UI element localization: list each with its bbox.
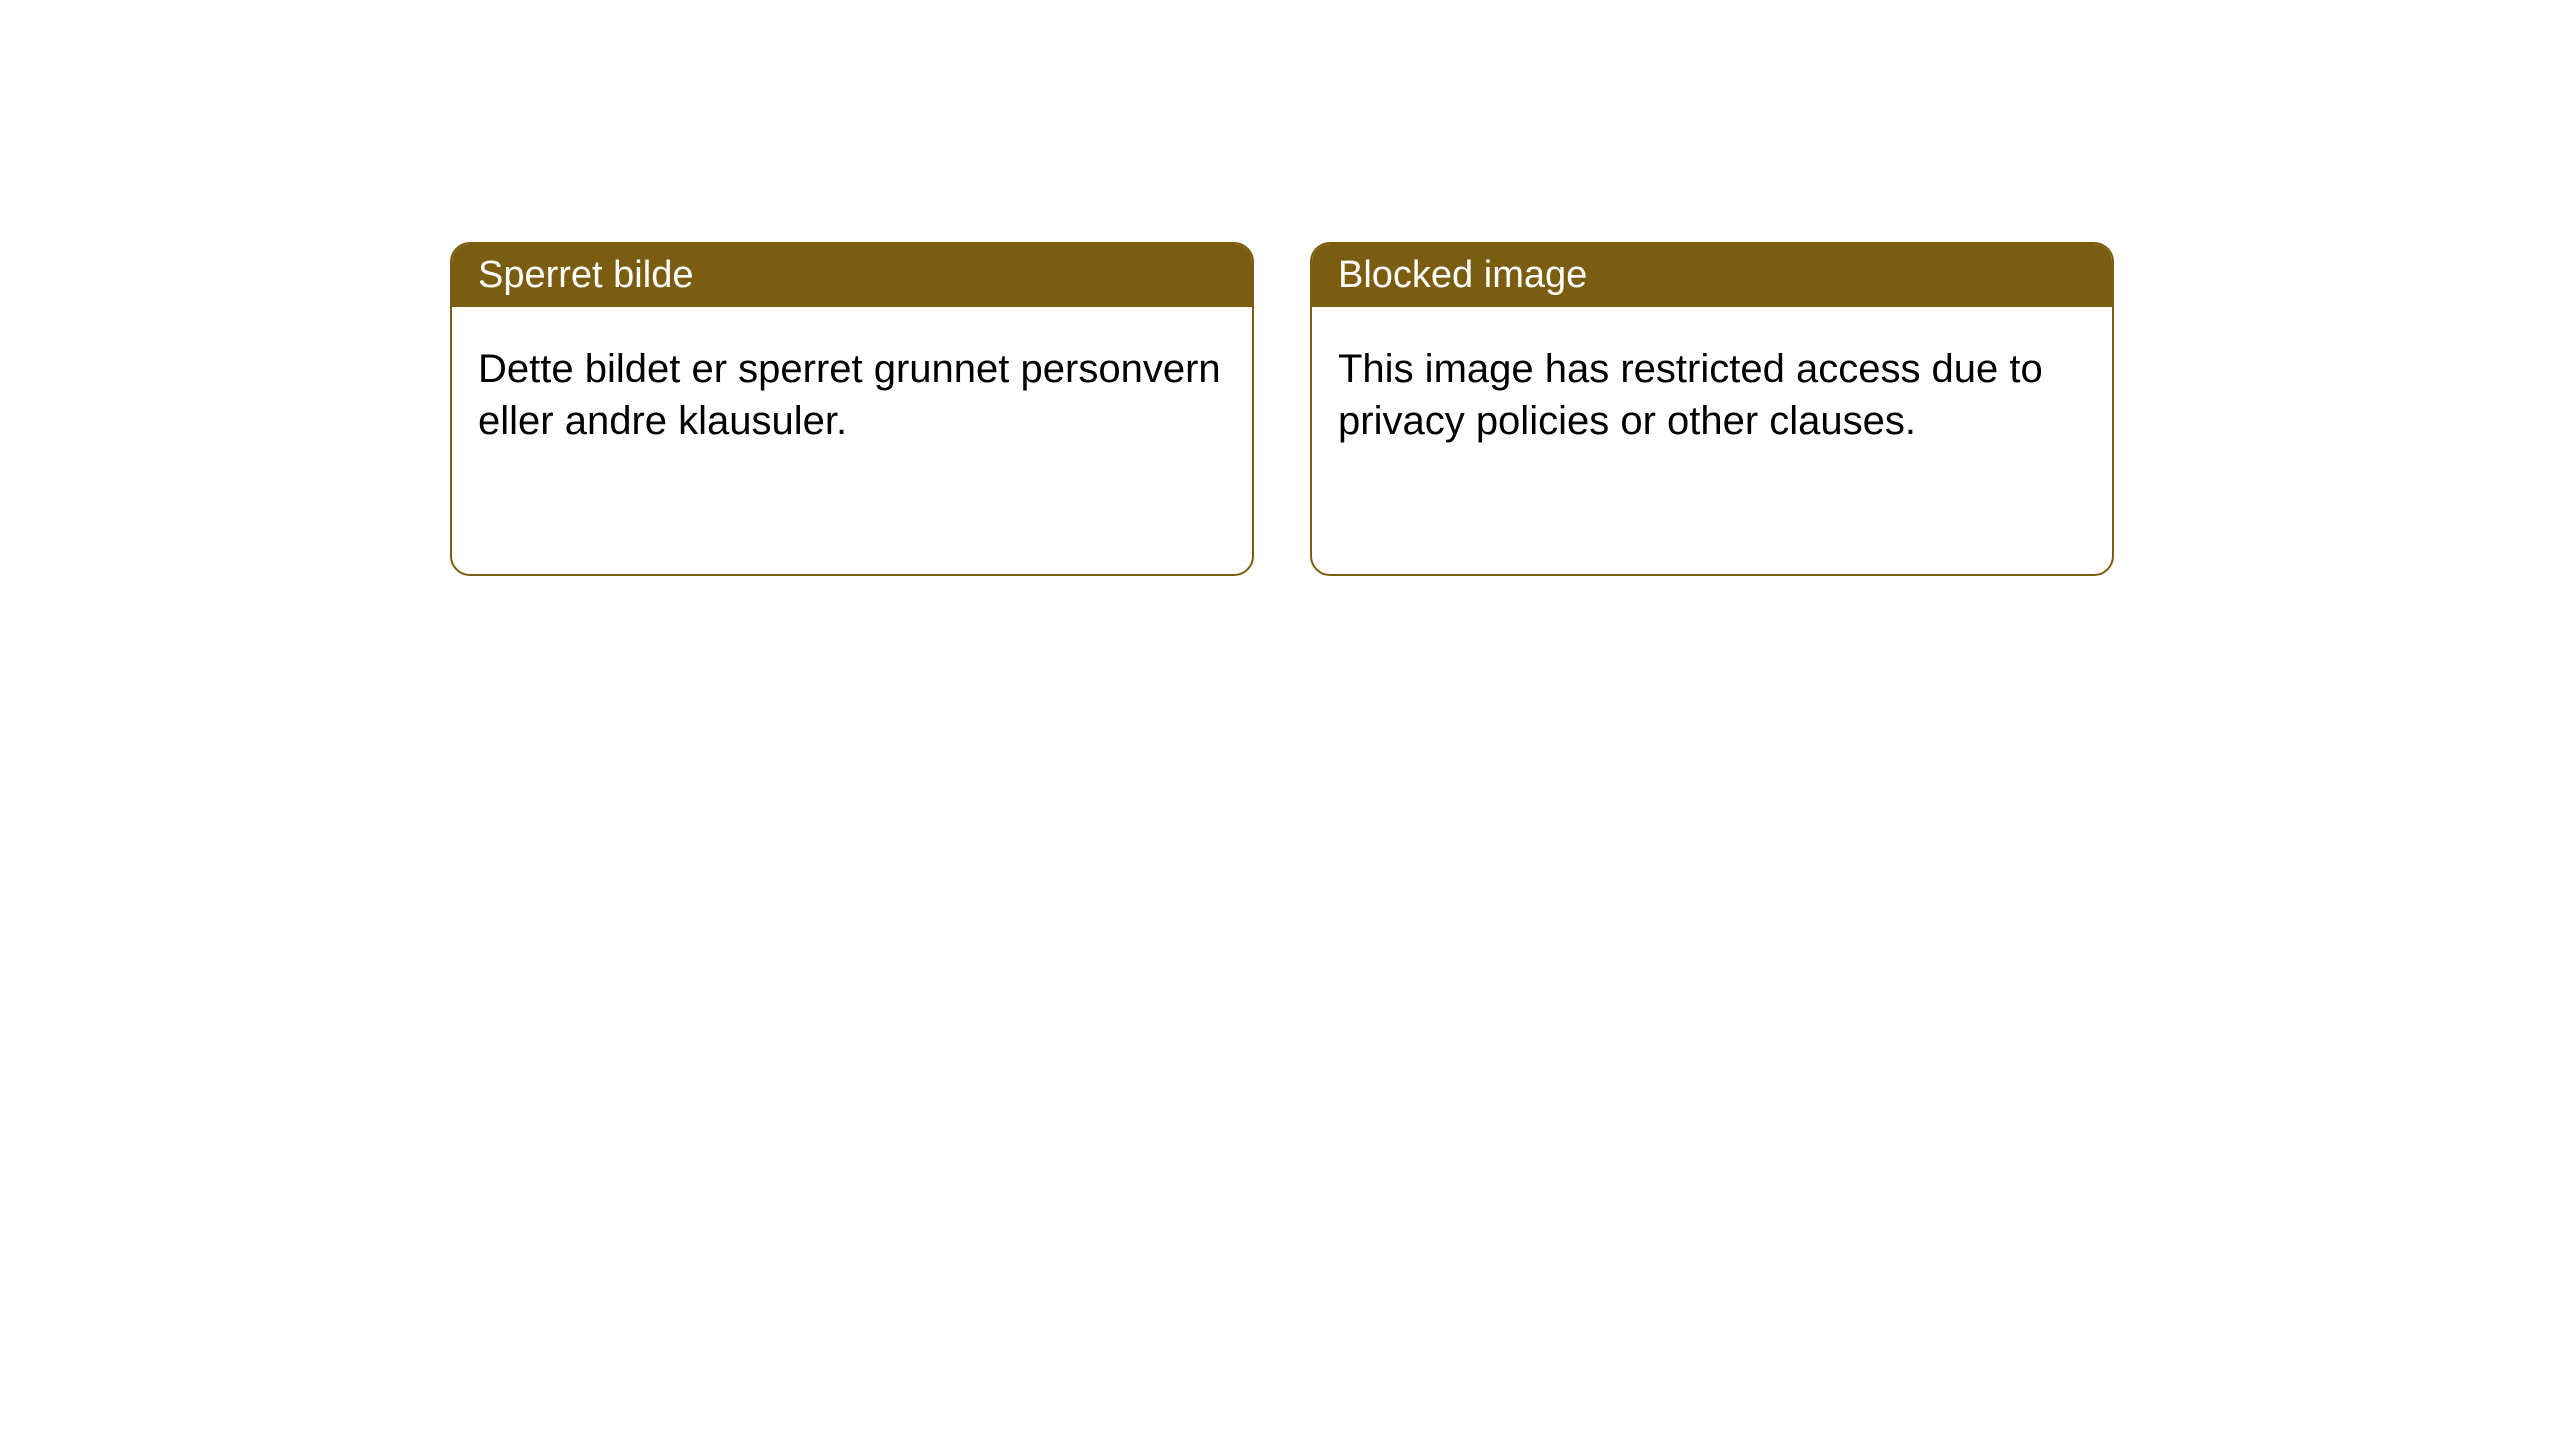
blocked-image-card-en: Blocked image This image has restricted … — [1310, 242, 2114, 576]
card-header: Blocked image — [1312, 244, 2112, 307]
card-body: Dette bildet er sperret grunnet personve… — [452, 307, 1252, 483]
card-title: Blocked image — [1338, 254, 1587, 296]
card-body: This image has restricted access due to … — [1312, 307, 2112, 483]
card-body-text: This image has restricted access due to … — [1338, 347, 2043, 443]
card-container: Sperret bilde Dette bildet er sperret gr… — [0, 0, 2560, 576]
card-body-text: Dette bildet er sperret grunnet personve… — [478, 347, 1221, 443]
card-header: Sperret bilde — [452, 244, 1252, 307]
card-title: Sperret bilde — [478, 254, 693, 296]
blocked-image-card-no: Sperret bilde Dette bildet er sperret gr… — [450, 242, 1254, 576]
